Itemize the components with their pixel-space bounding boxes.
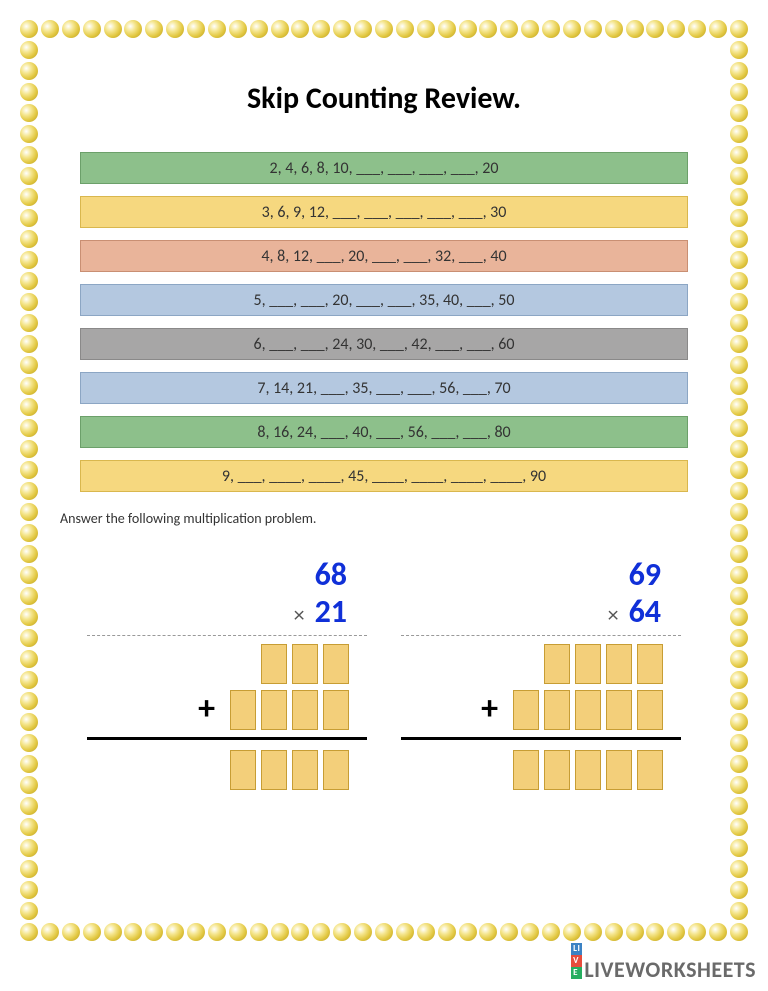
plus-icon: + (198, 688, 215, 729)
sequence-list: 2, 4, 6, 8, 10, ___, ___, ___, ___, 20 3,… (50, 152, 718, 492)
answer-box[interactable] (292, 644, 318, 684)
plus-icon: + (481, 688, 498, 729)
answer-row (401, 644, 681, 684)
answer-box[interactable] (261, 644, 287, 684)
answer-row (87, 644, 367, 684)
sequence-row[interactable]: 3, 6, 9, 12, ___, ___, ___, ___, ___, 30 (80, 196, 688, 228)
answer-box[interactable] (637, 750, 663, 790)
instruction-text: Answer the following multiplication prob… (60, 510, 718, 527)
answer-box[interactable] (637, 644, 663, 684)
multiplication-problem: 69 × 64 + (401, 557, 681, 796)
sequence-row[interactable]: 6, ___, ___, 24, 30, ___, 42, ___, ___, … (80, 328, 688, 360)
divider-dashed (87, 635, 367, 636)
sequence-row[interactable]: 8, 16, 24, ___, 40, ___, 56, ___, ___, 8… (80, 416, 688, 448)
multiplier: 64 (629, 592, 661, 631)
live-badge-icon: LIVE (571, 943, 582, 979)
watermark: LIVELIVEWORKSHEETS (571, 943, 756, 983)
answer-box[interactable] (544, 750, 570, 790)
multiplication-problem: 68 × 21 + (87, 557, 367, 796)
answer-box[interactable] (575, 690, 601, 730)
sequence-row[interactable]: 2, 4, 6, 8, 10, ___, ___, ___, ___, 20 (80, 152, 688, 184)
answer-box[interactable] (292, 690, 318, 730)
divider-solid (401, 737, 681, 740)
sequence-row[interactable]: 4, 8, 12, ___, 20, ___, ___, 32, ___, 40 (80, 240, 688, 272)
multiplicand: 69 (401, 557, 661, 594)
answer-box[interactable] (261, 690, 287, 730)
answer-row: + (87, 690, 367, 731)
answer-box[interactable] (606, 690, 632, 730)
answer-box[interactable] (323, 644, 349, 684)
answer-box[interactable] (292, 750, 318, 790)
sequence-row[interactable]: 9, ___, ____, ____, 45, ____, ____, ____… (80, 460, 688, 492)
answer-box[interactable] (575, 750, 601, 790)
multiplicand: 68 (87, 557, 347, 594)
divider-solid (87, 737, 367, 740)
answer-box[interactable] (230, 690, 256, 730)
multiplier: 21 (315, 592, 347, 631)
answer-box[interactable] (513, 690, 539, 730)
sequence-row[interactable]: 5, ___, ___, 20, ___, ___, 35, 40, ___, … (80, 284, 688, 316)
times-symbol: × (608, 601, 619, 628)
multiplication-section: 68 × 21 +69 × 64 + (50, 557, 718, 796)
answer-box[interactable] (544, 690, 570, 730)
answer-row (401, 750, 681, 790)
answer-box[interactable] (323, 690, 349, 730)
answer-box[interactable] (606, 750, 632, 790)
answer-box[interactable] (261, 750, 287, 790)
worksheet-title: Skip Counting Review. (50, 80, 718, 117)
divider-dashed (401, 635, 681, 636)
answer-row: + (401, 690, 681, 731)
answer-box[interactable] (323, 750, 349, 790)
times-symbol: × (294, 601, 305, 628)
answer-box[interactable] (544, 644, 570, 684)
answer-row (87, 750, 367, 790)
answer-box[interactable] (575, 644, 601, 684)
answer-box[interactable] (230, 750, 256, 790)
answer-box[interactable] (606, 644, 632, 684)
sequence-row[interactable]: 7, 14, 21, ___, 35, ___, ___, 56, ___, 7… (80, 372, 688, 404)
answer-box[interactable] (513, 750, 539, 790)
answer-box[interactable] (637, 690, 663, 730)
